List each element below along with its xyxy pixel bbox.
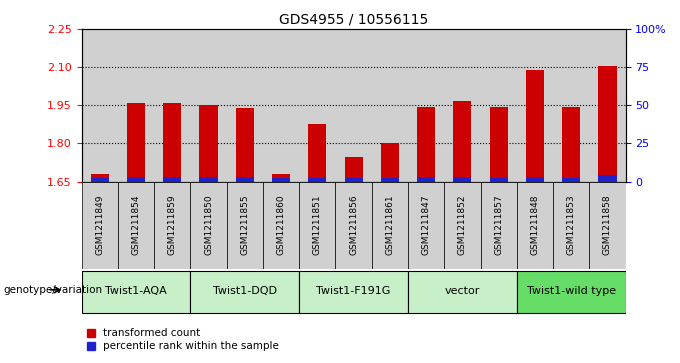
Bar [444,29,481,182]
Bar [408,182,444,269]
Bar [236,108,254,182]
Text: Twist1-F191G: Twist1-F191G [316,286,391,296]
Bar [553,29,590,182]
Bar [163,103,182,182]
Bar [372,182,408,269]
Bar [190,182,226,269]
Text: GSM1211854: GSM1211854 [131,195,141,255]
Bar [598,175,617,182]
Bar [199,105,218,182]
Bar [454,177,471,182]
Bar [381,179,399,182]
Title: GDS4955 / 10556115: GDS4955 / 10556115 [279,12,428,26]
Bar [127,177,145,182]
Bar [308,124,326,182]
Bar [90,174,109,182]
Bar [299,29,335,182]
Bar [345,179,362,182]
Bar [236,177,254,182]
Bar [517,271,626,313]
Text: GSM1211850: GSM1211850 [204,195,213,256]
Bar [526,70,544,182]
Bar [562,179,580,182]
Text: Twist1-AQA: Twist1-AQA [105,286,167,296]
Legend: transformed count, percentile rank within the sample: transformed count, percentile rank withi… [87,328,279,351]
Bar [417,177,435,182]
Text: GSM1211852: GSM1211852 [458,195,467,255]
Bar [517,29,553,182]
Bar [127,103,145,182]
Text: GSM1211858: GSM1211858 [603,195,612,256]
Text: Twist1-DQD: Twist1-DQD [213,286,277,296]
Bar [190,271,299,313]
Bar [481,29,517,182]
Bar [553,182,590,269]
Bar [526,177,544,182]
Bar [590,182,626,269]
Bar [226,182,263,269]
Bar [82,271,190,313]
Bar [263,29,299,182]
Bar [263,182,299,269]
Bar [299,182,335,269]
Bar [163,177,182,182]
Bar [454,101,471,182]
Bar [190,29,226,182]
Text: GSM1211849: GSM1211849 [95,195,104,255]
Text: GSM1211848: GSM1211848 [530,195,539,255]
Bar [490,106,508,182]
Bar [517,182,553,269]
Text: Twist1-wild type: Twist1-wild type [526,286,616,296]
Bar [82,182,118,269]
Bar [417,106,435,182]
Bar [118,29,154,182]
Bar [381,143,399,182]
Bar [345,157,362,182]
Text: GSM1211857: GSM1211857 [494,195,503,256]
Bar [481,182,517,269]
Bar [299,271,408,313]
Bar [118,182,154,269]
Bar [154,182,190,269]
Text: GSM1211859: GSM1211859 [168,195,177,256]
Bar [90,179,109,182]
Bar [590,29,626,182]
Text: GSM1211855: GSM1211855 [240,195,250,256]
Bar [226,29,263,182]
Text: GSM1211856: GSM1211856 [349,195,358,256]
Bar [372,29,408,182]
Bar [562,106,580,182]
Bar [272,179,290,182]
Text: vector: vector [445,286,480,296]
Bar [444,182,481,269]
Text: GSM1211861: GSM1211861 [386,195,394,256]
Bar [199,177,218,182]
Bar [335,29,372,182]
Bar [598,66,617,182]
Text: genotype/variation: genotype/variation [3,285,103,295]
Bar [272,174,290,182]
Bar [308,179,326,182]
Bar [82,29,118,182]
Text: GSM1211860: GSM1211860 [277,195,286,256]
Text: GSM1211847: GSM1211847 [422,195,430,255]
Bar [490,179,508,182]
Bar [335,182,372,269]
Bar [154,29,190,182]
Bar [408,271,517,313]
Bar [408,29,444,182]
Text: GSM1211853: GSM1211853 [566,195,576,256]
Text: GSM1211851: GSM1211851 [313,195,322,256]
